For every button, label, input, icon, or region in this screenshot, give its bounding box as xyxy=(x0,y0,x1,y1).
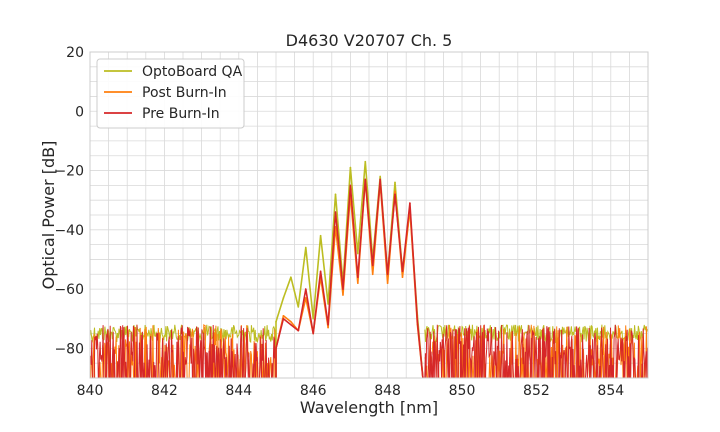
data-point xyxy=(342,288,344,290)
legend-label: OptoBoard QA xyxy=(142,64,243,80)
y-tick-label: 20 xyxy=(66,45,84,61)
data-point xyxy=(371,264,374,267)
data-point xyxy=(297,306,300,308)
data-point xyxy=(364,160,367,163)
x-tick-label: 854 xyxy=(597,383,624,399)
legend: OptoBoard QA Post Burn-In Pre Burn-In xyxy=(96,58,245,129)
series-lines xyxy=(275,160,424,379)
y-tick-label: 0 xyxy=(75,104,84,120)
y-tick-labels: 20 0 −20 −40 −60 −80 xyxy=(54,45,84,357)
y-tick-label: −20 xyxy=(54,164,84,180)
data-point xyxy=(409,202,411,204)
data-point xyxy=(290,276,292,279)
data-point xyxy=(394,181,396,184)
data-point xyxy=(386,282,389,284)
legend-box xyxy=(96,58,245,129)
data-point xyxy=(304,297,307,299)
y-tick-label: −80 xyxy=(54,341,84,357)
data-point xyxy=(327,323,329,326)
data-point xyxy=(275,320,277,323)
data-point xyxy=(297,329,300,332)
y-tick-label: −40 xyxy=(54,223,84,239)
data-point xyxy=(357,282,359,284)
data-point xyxy=(401,270,404,273)
y-tick-label: −60 xyxy=(54,282,84,298)
x-tick-labels: 840 842 844 846 848 850 852 854 xyxy=(77,383,625,399)
x-tick-label: 850 xyxy=(449,383,476,399)
data-point xyxy=(334,211,337,213)
data-point xyxy=(319,234,322,237)
data-point xyxy=(357,252,359,255)
data-point xyxy=(379,178,381,181)
x-tick-label: 840 xyxy=(77,383,104,399)
x-axis-label: Wavelength [nm] xyxy=(300,398,438,417)
data-point xyxy=(371,273,374,276)
series-line-pre-burn-in xyxy=(275,178,424,379)
data-point xyxy=(349,166,352,169)
legend-label: Post Burn-In xyxy=(142,85,227,101)
data-point xyxy=(327,326,329,329)
data-point xyxy=(364,178,367,181)
x-tick-label: 848 xyxy=(374,383,401,399)
legend-label: Pre Burn-In xyxy=(142,106,220,122)
data-point xyxy=(379,175,381,178)
data-point xyxy=(304,288,307,290)
data-point xyxy=(386,273,389,276)
data-point xyxy=(394,193,396,196)
data-point xyxy=(290,320,292,323)
data-point xyxy=(282,317,285,320)
data-point xyxy=(304,246,307,249)
x-tick-label: 846 xyxy=(300,383,327,399)
data-point xyxy=(290,323,292,326)
x-tick-label: 844 xyxy=(225,383,252,399)
data-point xyxy=(334,193,337,196)
data-point xyxy=(319,270,322,273)
data-point xyxy=(282,297,285,299)
data-point xyxy=(416,320,419,323)
data-point xyxy=(357,276,359,279)
data-point xyxy=(312,332,315,335)
plot-frame xyxy=(89,51,649,379)
data-point xyxy=(401,276,404,279)
data-point xyxy=(275,347,277,350)
data-point xyxy=(327,303,329,305)
data-point xyxy=(342,294,344,296)
chart-title: D4630 V20707 Ch. 5 xyxy=(286,31,453,50)
data-point xyxy=(312,317,315,320)
data-point xyxy=(282,314,285,317)
y-axis-label: Optical Power [dB] xyxy=(39,141,58,290)
data-point xyxy=(349,184,352,187)
x-tick-label: 842 xyxy=(151,383,178,399)
data-point xyxy=(394,190,396,193)
x-tick-label: 852 xyxy=(523,383,550,399)
